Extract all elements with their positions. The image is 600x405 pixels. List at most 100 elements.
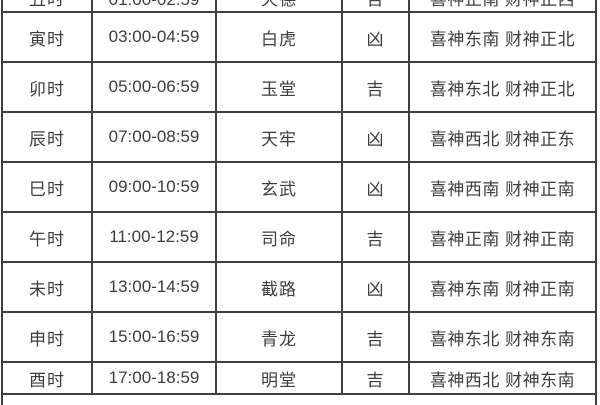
cell-gods-directions: 喜神东北 财神正北 xyxy=(410,63,595,111)
cell-hour-period: 未时 xyxy=(3,263,93,311)
hour-period-label: 酉时 xyxy=(29,370,65,390)
luck-rating-label: 吉 xyxy=(366,370,385,390)
cell-gods-directions: 喜神东南 财神正南 xyxy=(410,263,595,311)
cell-time-range: 13:00-14:59 xyxy=(93,263,217,311)
gods-directions-label: 喜神正南 财神正西 xyxy=(410,0,595,9)
star-deity-label: 司命 xyxy=(261,229,297,249)
table-row: 巳时 09:00-10:59 玄武 凶 喜神西南 财神正南 xyxy=(3,163,595,213)
time-range-label: 11:00-12:59 xyxy=(109,227,199,246)
cell-time-range: 05:00-06:59 xyxy=(93,63,217,111)
cell-star-deity: 明堂 xyxy=(217,363,343,393)
table-row: 申时 15:00-16:59 青龙 吉 喜神东北 财神东南 xyxy=(3,313,595,363)
table-row: 未时 13:00-14:59 截路 凶 喜神东南 财神正南 xyxy=(3,263,595,313)
luck-rating-label: 凶 xyxy=(366,179,385,199)
cell-star-deity: 玄武 xyxy=(217,163,343,211)
cell-hour-period: 辰时 xyxy=(3,113,93,161)
cell-star-deity: 青龙 xyxy=(217,313,343,361)
cell-luck-rating: 吉 xyxy=(343,63,410,111)
hour-period-label: 辰时 xyxy=(29,129,65,149)
star-deity-label: 天牢 xyxy=(261,129,297,149)
time-range-label: 13:00-14:59 xyxy=(108,277,200,296)
table-row-partial xyxy=(3,395,595,405)
cell-hour-period: 酉时 xyxy=(3,363,93,393)
luck-rating-label: 凶 xyxy=(366,279,385,299)
hour-period-label: 巳时 xyxy=(29,179,65,199)
table-row: 辰时 07:00-08:59 天牢 凶 喜神西北 财神正东 xyxy=(3,113,595,163)
cell-gods-directions: 喜神正南 财神正南 xyxy=(410,213,595,261)
hour-period-label: 丑时 xyxy=(3,0,91,9)
time-range-label: 01:00-02:59 xyxy=(93,0,215,9)
cell-gods-directions: 喜神西南 财神正南 xyxy=(410,163,595,211)
table-row: 丑时 01:00-02:59 天德 吉 喜神正南 财神正西 xyxy=(3,0,595,13)
cell-time-range: 07:00-08:59 xyxy=(93,113,217,161)
hour-period-label: 未时 xyxy=(29,279,65,299)
gods-directions-label: 喜神西北 财神正东 xyxy=(429,129,576,149)
cell-gods-directions: 喜神西北 财神正东 xyxy=(410,113,595,161)
cell-star-deity: 截路 xyxy=(217,263,343,311)
cell-luck-rating: 吉 xyxy=(343,213,410,261)
cell-star-deity: 天牢 xyxy=(217,113,343,161)
time-range-label: 15:00-16:59 xyxy=(108,327,200,346)
cell-star-deity: 司命 xyxy=(217,213,343,261)
gods-directions-label: 喜神东南 财神正北 xyxy=(429,29,576,49)
gods-directions-label: 喜神东北 财神正北 xyxy=(429,79,576,99)
cell-hour-period: 午时 xyxy=(3,213,93,261)
time-range-label: 17:00-18:59 xyxy=(108,368,200,387)
star-deity-label: 玉堂 xyxy=(261,79,297,99)
cell-star-deity: 玉堂 xyxy=(217,63,343,111)
cell-gods-directions: 喜神西北 财神东南 xyxy=(410,363,595,393)
gods-directions-label: 喜神正南 财神正南 xyxy=(429,229,576,249)
cell-time-range: 11:00-12:59 xyxy=(93,213,217,261)
hour-period-label: 卯时 xyxy=(29,79,65,99)
luck-rating-label: 吉 xyxy=(366,229,385,249)
cell-hour-period: 寅时 xyxy=(3,13,93,61)
cell-luck-rating: 吉 xyxy=(343,0,410,11)
time-range-label: 03:00-04:59 xyxy=(108,27,200,46)
cell-time-range: 03:00-04:59 xyxy=(93,13,217,61)
cell-hour-period: 卯时 xyxy=(3,63,93,111)
cell-hour-period: 申时 xyxy=(3,313,93,361)
gods-directions-label: 喜神西北 财神东南 xyxy=(429,370,576,390)
time-range-label: 07:00-08:59 xyxy=(108,127,200,146)
cell-star-deity: 天德 xyxy=(217,0,343,11)
cell-luck-rating: 凶 xyxy=(343,113,410,161)
star-deity-label: 截路 xyxy=(261,279,297,299)
star-deity-label: 天德 xyxy=(217,0,341,9)
table-row: 酉时 17:00-18:59 明堂 吉 喜神西北 财神东南 xyxy=(3,363,595,395)
gods-directions-label: 喜神西南 财神正南 xyxy=(429,179,576,199)
luck-rating-label: 凶 xyxy=(366,29,385,49)
cell-hour-period: 巳时 xyxy=(3,163,93,211)
cell-gods-directions: 喜神东北 财神东南 xyxy=(410,313,595,361)
table-row: 午时 11:00-12:59 司命 吉 喜神正南 财神正南 xyxy=(3,213,595,263)
cell-luck-rating: 凶 xyxy=(343,163,410,211)
cell-luck-rating: 吉 xyxy=(343,363,410,393)
luck-rating-label: 吉 xyxy=(366,329,385,349)
hour-period-label: 午时 xyxy=(29,229,65,249)
cell-gods-directions: 喜神东南 财神正北 xyxy=(410,13,595,61)
luck-rating-label: 吉 xyxy=(366,79,385,99)
cell-time-range: 01:00-02:59 xyxy=(93,0,217,11)
star-deity-label: 玄武 xyxy=(261,179,297,199)
star-deity-label: 明堂 xyxy=(261,370,297,390)
cell-time-range: 15:00-16:59 xyxy=(93,313,217,361)
time-range-label: 09:00-10:59 xyxy=(108,177,200,196)
cell-luck-rating: 凶 xyxy=(343,13,410,61)
cell-time-range: 09:00-10:59 xyxy=(93,163,217,211)
gods-directions-label: 喜神东南 财神正南 xyxy=(429,279,576,299)
luck-rating-label: 吉 xyxy=(343,0,408,9)
luck-rating-label: 凶 xyxy=(366,129,385,149)
cell-luck-rating: 凶 xyxy=(343,263,410,311)
hour-period-label: 申时 xyxy=(29,329,65,349)
star-deity-label: 白虎 xyxy=(261,29,297,49)
cell-luck-rating: 吉 xyxy=(343,313,410,361)
hour-period-label: 寅时 xyxy=(29,29,65,49)
table-row: 寅时 03:00-04:59 白虎 凶 喜神东南 财神正北 xyxy=(3,13,595,63)
star-deity-label: 青龙 xyxy=(261,329,297,349)
cell-star-deity: 白虎 xyxy=(217,13,343,61)
time-range-label: 05:00-06:59 xyxy=(108,77,200,96)
gods-directions-label: 喜神东北 财神东南 xyxy=(429,329,576,349)
cell-hour-period: 丑时 xyxy=(3,0,93,11)
table-row: 卯时 05:00-06:59 玉堂 吉 喜神东北 财神正北 xyxy=(3,63,595,113)
cell-time-range: 17:00-18:59 xyxy=(93,363,217,393)
